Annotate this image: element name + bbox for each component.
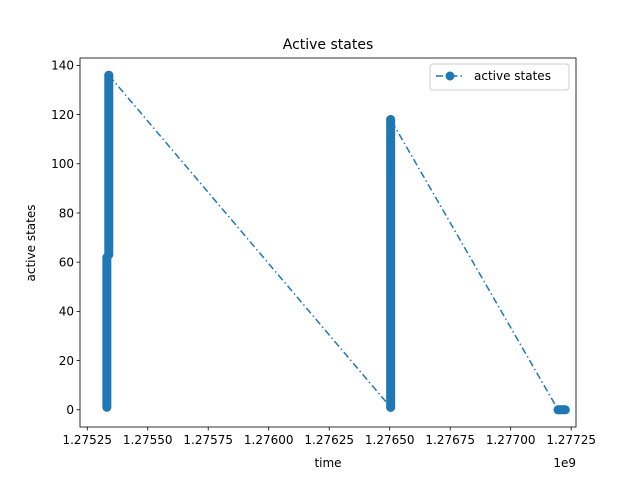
x-tick-label-7: 1.27675 xyxy=(425,433,475,447)
y-axis-ticks: 0 20 40 60 80 100 120 140 xyxy=(51,59,80,417)
y-tick-label-3: 40 xyxy=(59,305,74,319)
legend-label-active-states: active states xyxy=(474,69,551,83)
data-point-2 xyxy=(386,402,396,412)
y-tick-label-7: 120 xyxy=(51,108,74,122)
x-tick-label-4: 1.27600 xyxy=(244,433,294,447)
plot-area xyxy=(79,57,577,428)
y-tick-label-1: 0 xyxy=(66,403,74,417)
x-tick-label-8: 1.27700 xyxy=(486,433,536,447)
x-tick-label-6: 1.27650 xyxy=(365,433,415,447)
x-axis-ticks: 1.27525 1.27550 1.27575 1.27600 1.27625 1.276… xyxy=(62,427,596,447)
x-tick-label-1: 1.27525 xyxy=(62,433,112,447)
y-tick-label-6: 100 xyxy=(51,157,74,171)
x-tick-label-2: 1.27550 xyxy=(123,433,173,447)
y-tick-label-4: 60 xyxy=(59,255,74,269)
data-point-3 xyxy=(386,115,396,124)
chart-title: Active states xyxy=(283,37,374,53)
legend-marker-sample xyxy=(445,71,455,81)
data-point-1 xyxy=(104,70,114,80)
legend-frame xyxy=(429,63,570,91)
x-axis-offset-label: 1e9 xyxy=(553,456,576,470)
x-axis-label: time xyxy=(314,456,341,470)
y-tick-label-8: 140 xyxy=(51,59,74,73)
x-tick-label-9: 1.27725 xyxy=(546,433,596,447)
x-tick-label-5: 1.27625 xyxy=(304,433,354,447)
x-tick-label-3: 1.27575 xyxy=(183,433,233,447)
y-axis-label: active states xyxy=(24,205,38,282)
data-point-4 xyxy=(553,405,563,415)
legend: active states xyxy=(429,63,570,91)
y-tick-label-5: 80 xyxy=(59,206,74,220)
y-tick-label-2: 20 xyxy=(59,354,74,368)
axes-frame xyxy=(79,57,577,428)
